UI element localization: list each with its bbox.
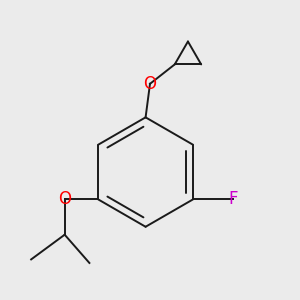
Text: F: F [228, 190, 237, 208]
Text: O: O [58, 190, 71, 208]
Text: O: O [143, 75, 157, 93]
